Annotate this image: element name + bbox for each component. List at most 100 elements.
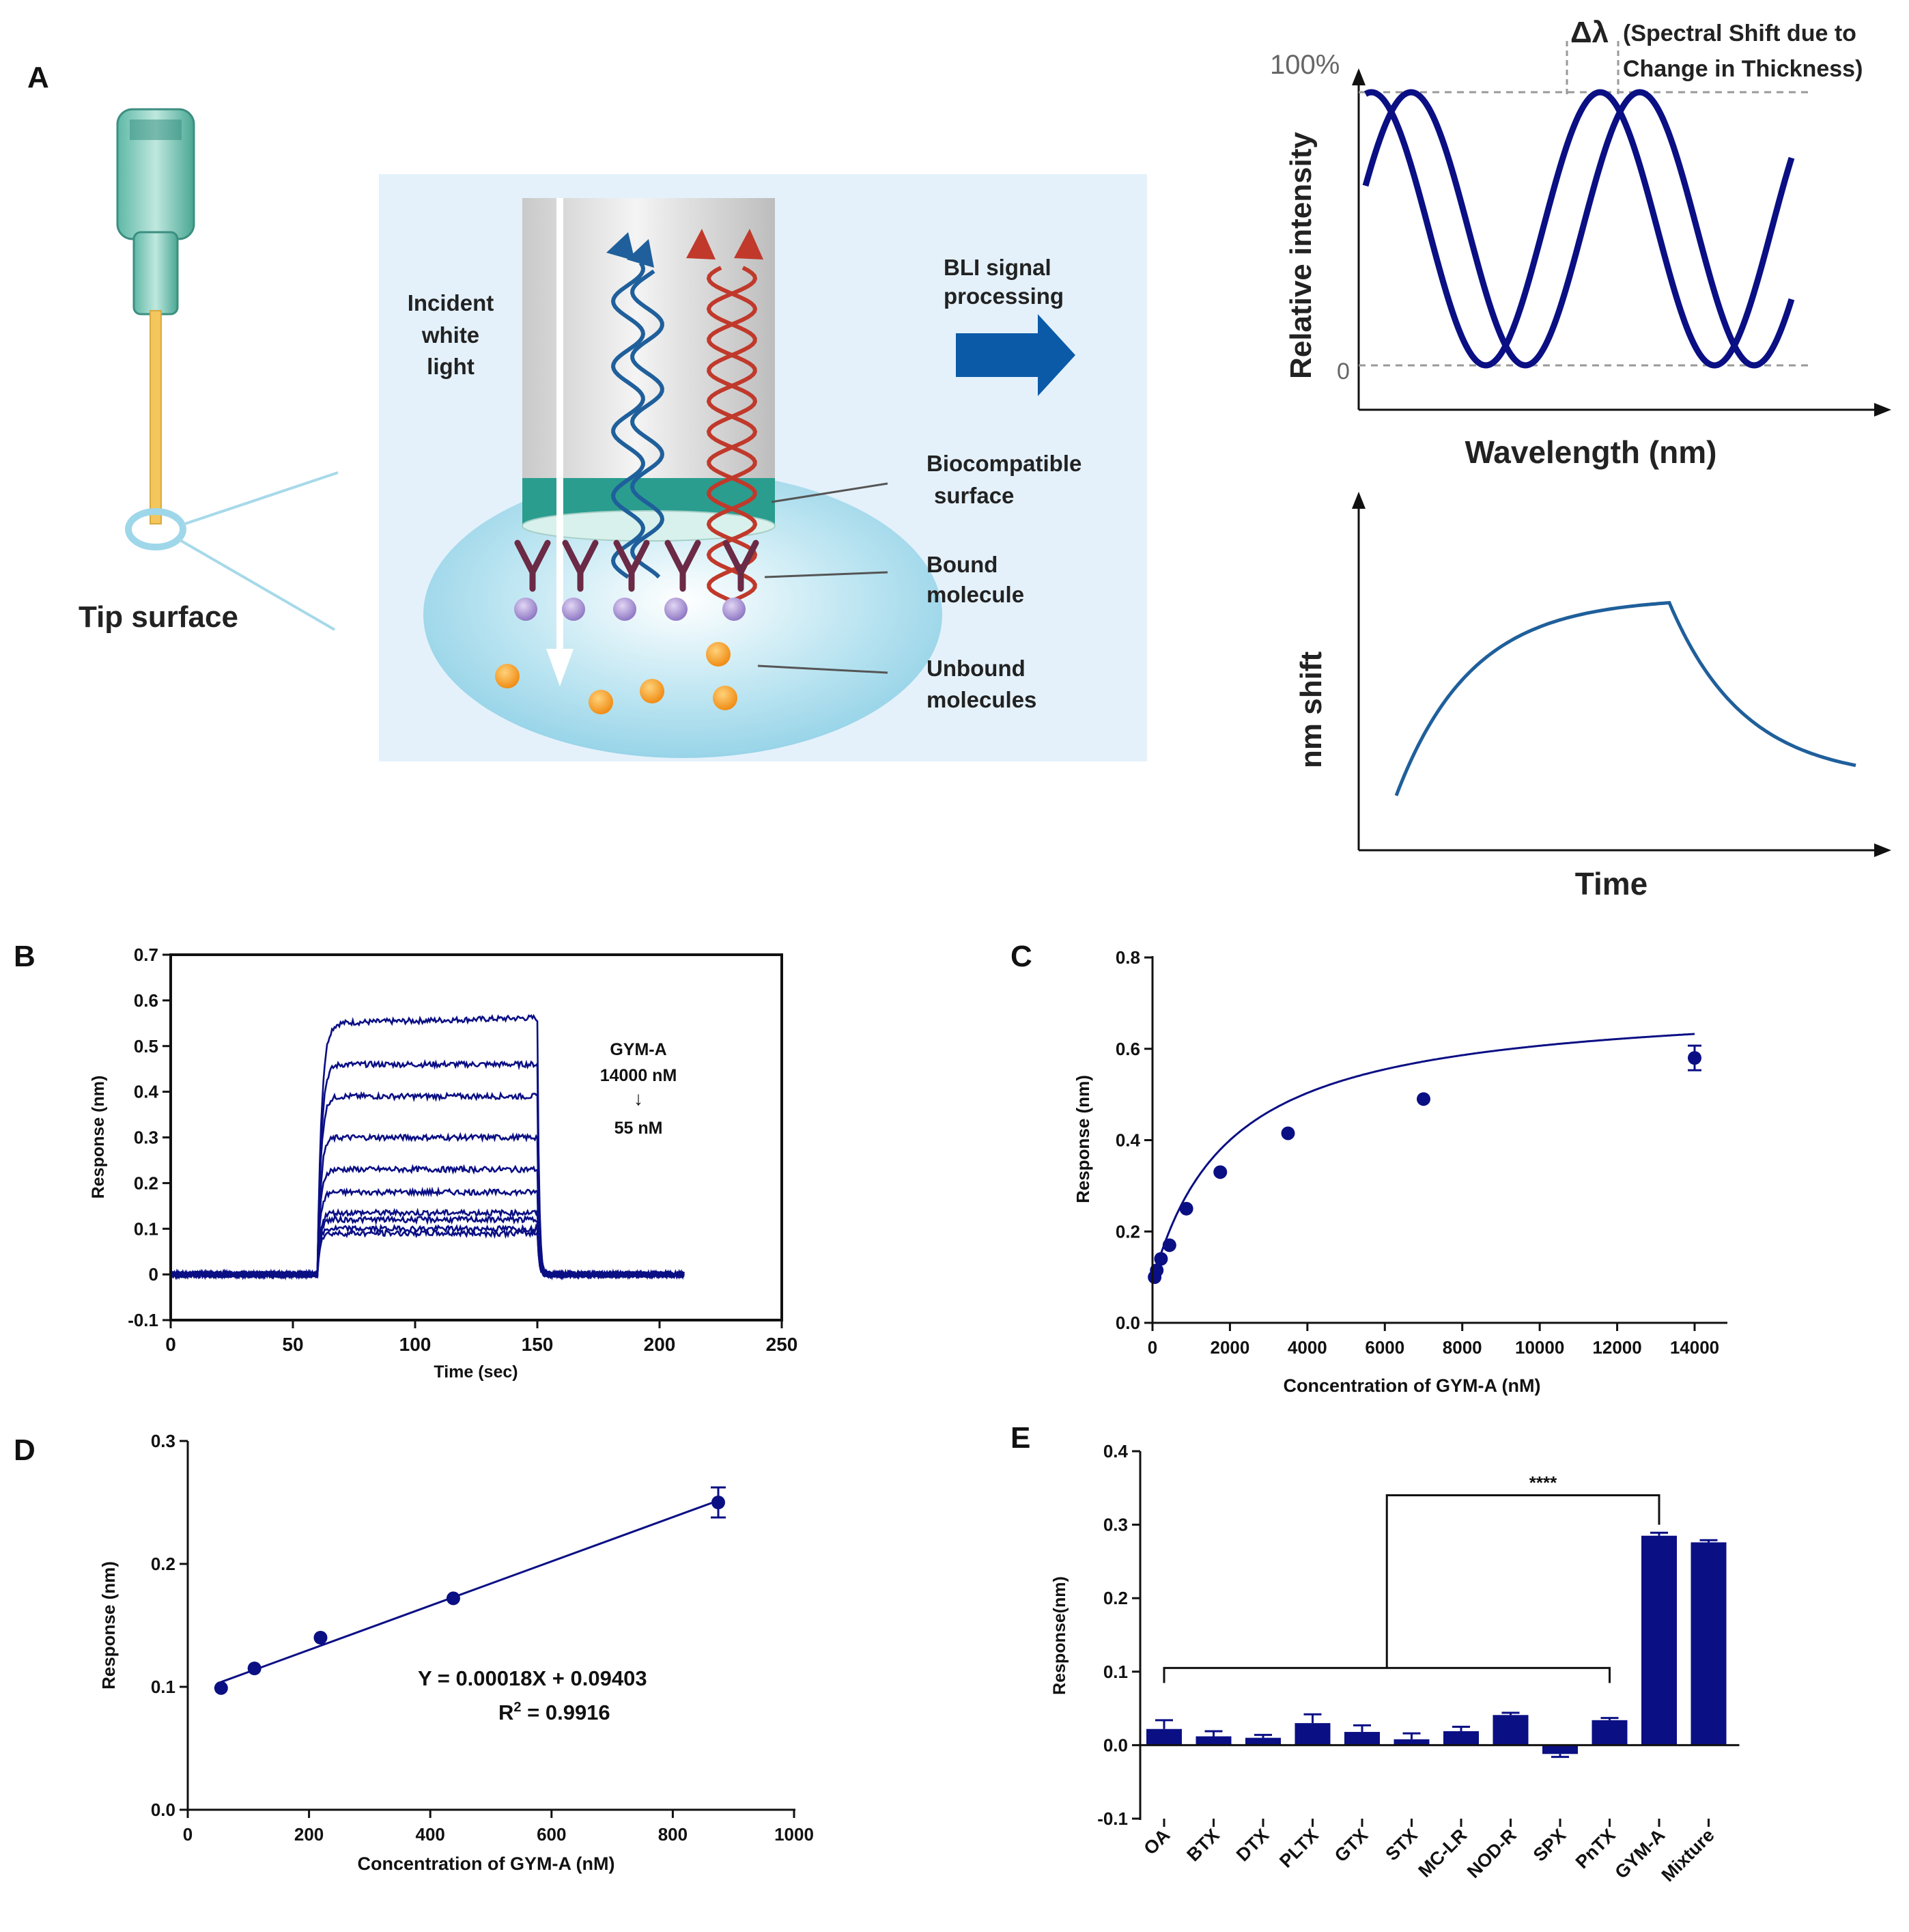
chart-d-point: [446, 1591, 460, 1606]
chart-d-r-squared: R2 = 0.9916: [498, 1700, 610, 1724]
chart-e-bar: [1394, 1739, 1430, 1746]
chart-e: E -0.1 0.0 0.1 0.2 0.3 0.4 OA BTX DTX PLTX GTX STX…: [1010, 1421, 1740, 1886]
panel-a: A Tip surface: [27, 16, 1891, 901]
y-tick-label: 0.3: [134, 1128, 158, 1148]
chart-b-trace: [169, 1227, 685, 1280]
chart-e-bar: [1592, 1720, 1628, 1746]
x-tick-label: 0: [165, 1334, 176, 1355]
chart-c-point: [1179, 1201, 1193, 1216]
chart-e-category-label: MC-LR: [1415, 1825, 1471, 1881]
chart-e-bar: [1196, 1736, 1232, 1746]
bli-schematic: Incident white light BLI signal processi…: [379, 174, 1147, 761]
svg-text:processing: processing: [944, 283, 1064, 309]
chart-e-bar: [1443, 1731, 1479, 1746]
y-tick-label: 0.6: [134, 990, 158, 1011]
chart-e-bracket-significance: [1385, 1494, 1660, 1668]
delta-lambda-symbol: Δλ: [1570, 16, 1609, 49]
chart-b-annotation-low: 55 nM: [614, 1119, 663, 1138]
bli-signal-label: BLI signal processing: [944, 255, 1064, 309]
spectrum-plot: 100% 0 Δλ (Spectral Shift due to Change …: [1270, 16, 1891, 470]
bound-analyte: [514, 598, 537, 621]
chart-d-point: [247, 1662, 261, 1675]
chart-e-category-label: STX: [1381, 1825, 1421, 1864]
y-tick-label: 0.2: [1103, 1588, 1128, 1608]
chart-c-point: [1213, 1165, 1228, 1179]
chart-b: B -0.1 0 0.1 0.2 0.3 0.4 0.5 0.6 0.7 0 50 100 150 200…: [14, 940, 797, 1382]
chart-e-category-label: PnTX: [1572, 1825, 1620, 1873]
svg-text:surface: surface: [934, 483, 1014, 508]
x-tick-label: 150: [522, 1334, 554, 1355]
chart-e-category-label: BTX: [1183, 1825, 1223, 1865]
x-tick-label: 4000: [1288, 1337, 1327, 1358]
bound-analyte: [562, 598, 585, 621]
svg-text:molecule: molecule: [927, 582, 1024, 607]
biosensor-tip-illustration: Tip surface: [79, 108, 339, 634]
chart-d-point: [214, 1681, 228, 1695]
chart-d-equation: Y = 0.00018X + 0.09403: [418, 1666, 647, 1690]
chart-e-category-label: GTX: [1331, 1825, 1372, 1866]
chart-e-bar: [1493, 1715, 1529, 1746]
spectrum-y-zero: 0: [1337, 359, 1350, 384]
chart-c-point: [1154, 1252, 1168, 1266]
antibody-icon: [514, 540, 551, 592]
y-tick-label: 0.3: [1103, 1515, 1128, 1535]
x-tick-label: 0: [1148, 1337, 1157, 1358]
panel-letter-c: C: [1010, 940, 1032, 973]
chart-d: D 0.0 0.1 0.2 0.3 0 200 400 600 800 1000 Response…: [14, 1431, 814, 1874]
bound-analyte: [613, 598, 636, 621]
incident-light-arrow: [546, 649, 574, 686]
x-tick-label: 200: [294, 1824, 324, 1845]
y-tick-label: 0.1: [134, 1218, 158, 1239]
y-tick-label: 0.4: [1103, 1441, 1129, 1461]
x-tick-label: 12000: [1592, 1337, 1641, 1358]
chart-e-bar: [1245, 1737, 1281, 1746]
chart-e-category-label: NOD-R: [1463, 1825, 1521, 1882]
panel-letter-d: D: [14, 1433, 36, 1467]
y-tick-label: 0.8: [1116, 947, 1140, 968]
panel-letter-a: A: [27, 61, 49, 94]
spectrum-curve-1: [1363, 89, 1795, 369]
chart-e-category-label: SPX: [1529, 1825, 1570, 1865]
incident-light-label: Incident white light: [408, 290, 494, 379]
svg-text:BLI signal: BLI signal: [944, 255, 1051, 280]
chart-e-category-label: PLTX: [1275, 1825, 1323, 1872]
chart-b-trace: [170, 1013, 685, 1280]
x-tick-label: 200: [644, 1334, 676, 1355]
y-tick-label: -0.1: [1097, 1808, 1128, 1829]
antibody-icon: [562, 540, 599, 592]
chart-b-annotation-high: 14000 nM: [600, 1066, 677, 1085]
bound-molecules: [514, 540, 759, 621]
panel-letter-e: E: [1010, 1421, 1030, 1455]
reflected-wave-red: [686, 229, 763, 603]
chart-d-point: [313, 1631, 328, 1644]
unbound-molecules: [495, 642, 737, 714]
svg-text:white: white: [421, 322, 479, 348]
chart-b-trace: [169, 1222, 685, 1281]
chart-c-fit-line: [1153, 1033, 1695, 1277]
chart-e-bar: [1542, 1745, 1578, 1754]
kinetics-x-label: Time: [1575, 866, 1648, 901]
bound-analyte: [664, 598, 688, 621]
spectrum-curve-2: [1362, 89, 1795, 369]
y-tick-label: -0.1: [128, 1310, 158, 1330]
antibody-icon: [613, 540, 650, 592]
x-tick-label: 14000: [1670, 1337, 1719, 1358]
unbound-molecules-label: Unbound molecules: [927, 656, 1036, 712]
chart-b-x-label: Time (sec): [434, 1362, 518, 1382]
y-tick-label: 0.0: [1116, 1313, 1140, 1333]
chart-b-annotation-arrow: ↓: [634, 1088, 643, 1109]
chart-e-bar: [1691, 1542, 1727, 1746]
chart-b-trace: [169, 1214, 685, 1280]
x-tick-label: 2000: [1211, 1337, 1250, 1358]
chart-b-trace: [169, 1132, 685, 1281]
y-tick-label: 0.5: [134, 1036, 158, 1056]
x-tick-label: 100: [399, 1334, 432, 1355]
y-tick-label: 0.4: [134, 1082, 159, 1102]
chart-c-y-label: Response (nm): [1073, 1075, 1093, 1203]
bli-processing-arrow-icon: [956, 314, 1075, 396]
kinetics-y-label: nm shift: [1295, 652, 1328, 768]
x-tick-label: 600: [537, 1824, 566, 1845]
y-tick-label: 0.3: [151, 1431, 175, 1451]
x-tick-label: 10000: [1515, 1337, 1564, 1358]
x-tick-label: 0: [183, 1824, 193, 1845]
